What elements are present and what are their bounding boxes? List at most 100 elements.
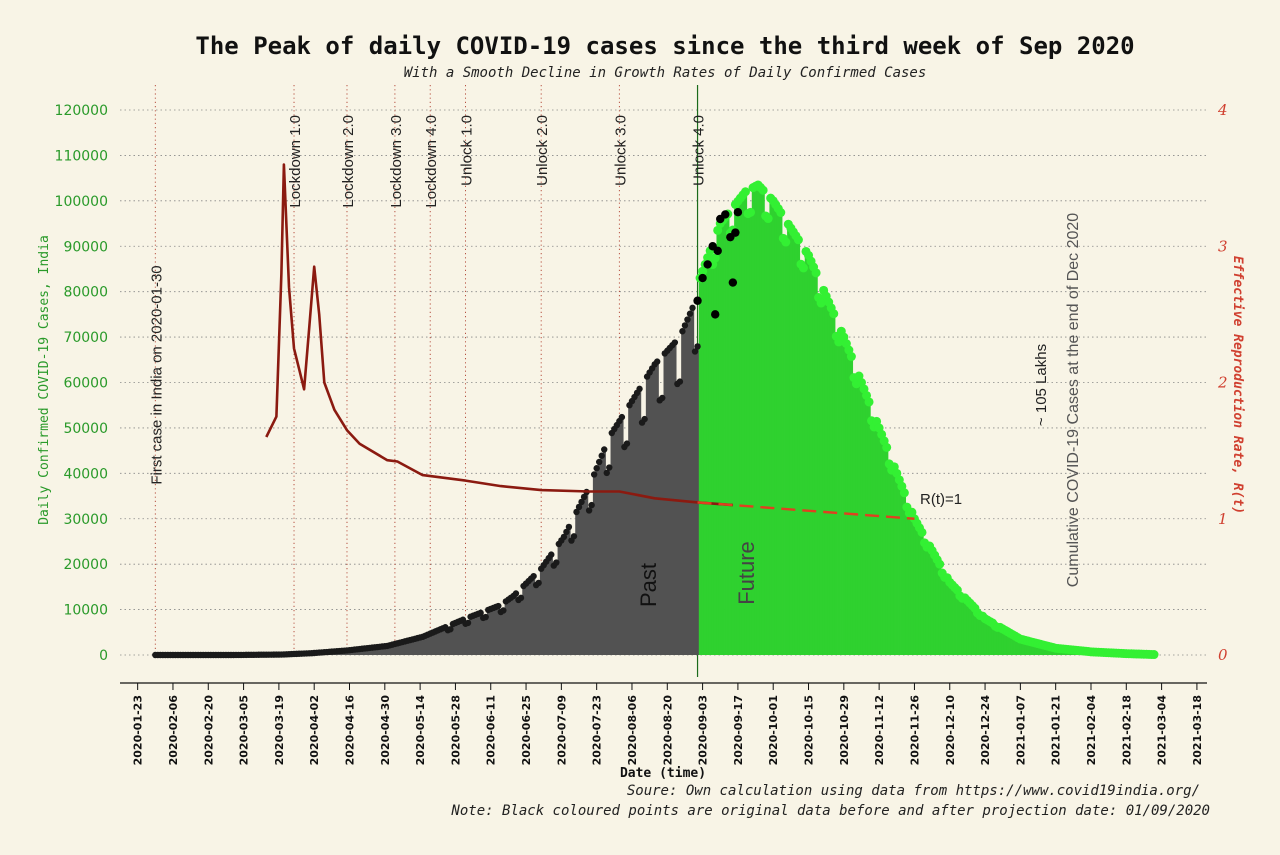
bar	[718, 223, 722, 655]
points	[152, 180, 1159, 660]
bar	[592, 474, 596, 655]
bar	[411, 639, 415, 655]
bar	[555, 562, 558, 655]
data-point	[500, 607, 507, 614]
data-point	[601, 446, 608, 453]
data-point	[684, 316, 691, 323]
bar	[948, 582, 952, 655]
bar	[963, 597, 967, 655]
bar	[782, 238, 785, 655]
original-point	[693, 296, 702, 305]
bar	[951, 584, 954, 655]
bar	[431, 632, 435, 655]
x-tick-label: 2020-10-29	[838, 695, 851, 765]
x-tick-label: 2020-09-17	[732, 695, 745, 765]
bar	[784, 242, 788, 655]
bar	[739, 198, 743, 655]
bar	[1026, 641, 1030, 655]
bar	[834, 336, 838, 655]
bar	[945, 577, 949, 655]
rt-projection-line	[697, 501, 915, 520]
bar	[565, 531, 569, 655]
bar	[983, 618, 987, 655]
bar	[560, 540, 564, 655]
bar	[953, 587, 957, 655]
event-label: Lockdown 4.0	[423, 115, 440, 208]
bar	[648, 372, 652, 655]
projection-point	[758, 185, 768, 195]
bar	[847, 350, 851, 655]
projection-point	[811, 268, 821, 278]
y-tick-label: 50000	[63, 421, 108, 437]
bar	[686, 319, 690, 655]
bar	[814, 272, 818, 655]
bar	[585, 491, 589, 655]
projection-point	[781, 237, 791, 247]
x-tick-label: 2021-02-04	[1085, 695, 1098, 766]
bar	[597, 461, 601, 655]
bar	[676, 383, 680, 655]
bar	[471, 615, 475, 655]
bar	[522, 586, 526, 655]
bar	[635, 392, 639, 655]
bar	[988, 621, 992, 655]
bar	[966, 600, 970, 655]
x-tick-label: 2020-05-14	[414, 695, 427, 766]
bar	[789, 228, 793, 656]
y-tick-label: 60000	[63, 376, 108, 392]
bar	[393, 643, 397, 655]
axes: 0 10000 20000 30000 40000 50000 60000 70000 8000…	[55, 101, 1228, 765]
bar	[570, 540, 574, 655]
source-note: Soure: Own calculation using data from h…	[627, 783, 1200, 799]
bar	[486, 609, 490, 655]
bar	[1039, 644, 1043, 655]
y-tick-label: 0	[99, 648, 108, 664]
bar	[666, 350, 669, 655]
bar	[736, 201, 740, 655]
bar	[824, 296, 828, 655]
bar	[925, 547, 929, 655]
bar	[383, 646, 387, 655]
bar	[956, 590, 959, 655]
bar	[713, 258, 717, 655]
bar	[721, 220, 725, 656]
x-tick-label: 2021-02-18	[1120, 695, 1133, 765]
bar	[802, 267, 806, 655]
bar	[968, 603, 972, 655]
bar	[928, 546, 932, 655]
bar	[363, 648, 367, 655]
data-point	[671, 339, 679, 346]
bar	[587, 510, 591, 655]
bar	[787, 224, 791, 655]
event-label: Unlock 4.0	[691, 115, 708, 186]
projection-point	[703, 253, 713, 263]
bar	[1031, 642, 1035, 655]
bar	[650, 368, 654, 655]
projection-point	[710, 253, 720, 263]
data-point	[598, 452, 605, 459]
event-label: Lockdown 2.0	[340, 115, 357, 208]
bar	[514, 593, 518, 655]
bar	[731, 230, 735, 655]
data-point	[530, 572, 537, 580]
bar	[804, 251, 808, 655]
bar	[529, 578, 533, 655]
data-point	[482, 613, 489, 621]
data-point	[563, 528, 570, 536]
x-tick-label: 2020-03-19	[273, 695, 286, 765]
bar	[499, 612, 503, 655]
past-label: Past	[636, 563, 661, 607]
bar	[418, 637, 422, 655]
bar	[449, 629, 453, 655]
original-point	[733, 207, 743, 217]
x-tick-label: 2021-03-04	[1156, 695, 1169, 766]
bar	[915, 523, 919, 655]
bar	[456, 621, 460, 655]
original-point	[711, 310, 720, 319]
bar	[1021, 639, 1025, 655]
projection-point	[917, 527, 927, 537]
bar	[771, 200, 775, 656]
bar	[461, 619, 465, 655]
bar	[696, 346, 700, 655]
projection-point	[846, 352, 856, 362]
